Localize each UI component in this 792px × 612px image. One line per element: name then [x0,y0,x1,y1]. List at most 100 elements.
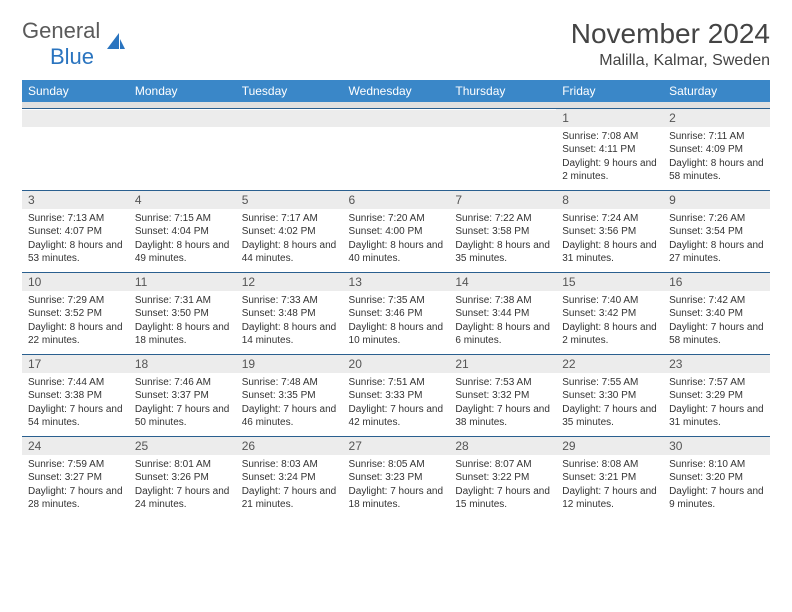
day-details: Sunrise: 7:22 AMSunset: 3:58 PMDaylight:… [449,209,556,272]
daylight-line: Daylight: 8 hours and 2 minutes. [562,321,657,348]
sunset-line: Sunset: 3:40 PM [669,307,764,321]
sunrise-line: Sunrise: 8:07 AM [455,458,550,472]
day-cell-28: 28Sunrise: 8:07 AMSunset: 3:22 PMDayligh… [449,436,556,518]
weekday-wednesday: Wednesday [343,80,450,102]
daylight-line: Daylight: 8 hours and 35 minutes. [455,239,550,266]
sunset-line: Sunset: 3:32 PM [455,389,550,403]
logo-sail-icon [105,31,127,58]
sunset-line: Sunset: 3:52 PM [28,307,123,321]
day-number: 29 [556,437,663,455]
empty-cell [129,108,236,190]
sunrise-line: Sunrise: 7:57 AM [669,376,764,390]
day-number: 22 [556,355,663,373]
sunset-line: Sunset: 4:09 PM [669,143,764,157]
daylight-line: Daylight: 8 hours and 53 minutes. [28,239,123,266]
day-cell-26: 26Sunrise: 8:03 AMSunset: 3:24 PMDayligh… [236,436,343,518]
weekday-header-row: SundayMondayTuesdayWednesdayThursdayFrid… [22,80,770,102]
day-cell-20: 20Sunrise: 7:51 AMSunset: 3:33 PMDayligh… [343,354,450,436]
daylight-line: Daylight: 7 hours and 46 minutes. [242,403,337,430]
day-cell-2: 2Sunrise: 7:11 AMSunset: 4:09 PMDaylight… [663,108,770,190]
daylight-line: Daylight: 7 hours and 31 minutes. [669,403,764,430]
day-number: 27 [343,437,450,455]
sunset-line: Sunset: 3:20 PM [669,471,764,485]
day-cell-23: 23Sunrise: 7:57 AMSunset: 3:29 PMDayligh… [663,354,770,436]
day-cell-5: 5Sunrise: 7:17 AMSunset: 4:02 PMDaylight… [236,190,343,272]
sunset-line: Sunset: 3:54 PM [669,225,764,239]
day-details: Sunrise: 8:07 AMSunset: 3:22 PMDaylight:… [449,455,556,518]
weekday-tuesday: Tuesday [236,80,343,102]
daylight-line: Daylight: 7 hours and 50 minutes. [135,403,230,430]
day-details: Sunrise: 7:15 AMSunset: 4:04 PMDaylight:… [129,209,236,272]
day-details: Sunrise: 8:01 AMSunset: 3:26 PMDaylight:… [129,455,236,518]
day-cell-14: 14Sunrise: 7:38 AMSunset: 3:44 PMDayligh… [449,272,556,354]
sunrise-line: Sunrise: 7:20 AM [349,212,444,226]
day-number: 19 [236,355,343,373]
day-details: Sunrise: 7:20 AMSunset: 4:00 PMDaylight:… [343,209,450,272]
sunrise-line: Sunrise: 7:26 AM [669,212,764,226]
sunrise-line: Sunrise: 7:15 AM [135,212,230,226]
daylight-line: Daylight: 8 hours and 44 minutes. [242,239,337,266]
day-number: 7 [449,191,556,209]
sunrise-line: Sunrise: 7:53 AM [455,376,550,390]
day-cell-15: 15Sunrise: 7:40 AMSunset: 3:42 PMDayligh… [556,272,663,354]
weekday-monday: Monday [129,80,236,102]
sunrise-line: Sunrise: 7:42 AM [669,294,764,308]
sunset-line: Sunset: 3:58 PM [455,225,550,239]
day-number: 9 [663,191,770,209]
sunrise-line: Sunrise: 8:08 AM [562,458,657,472]
day-details: Sunrise: 7:08 AMSunset: 4:11 PMDaylight:… [556,127,663,190]
day-number: 28 [449,437,556,455]
daylight-line: Daylight: 7 hours and 35 minutes. [562,403,657,430]
empty-cell [236,108,343,190]
day-details: Sunrise: 7:40 AMSunset: 3:42 PMDaylight:… [556,291,663,354]
sunrise-line: Sunrise: 7:35 AM [349,294,444,308]
sunrise-line: Sunrise: 7:38 AM [455,294,550,308]
day-cell-17: 17Sunrise: 7:44 AMSunset: 3:38 PMDayligh… [22,354,129,436]
day-details: Sunrise: 7:29 AMSunset: 3:52 PMDaylight:… [22,291,129,354]
day-number: 21 [449,355,556,373]
sunrise-line: Sunrise: 7:22 AM [455,212,550,226]
day-cell-25: 25Sunrise: 8:01 AMSunset: 3:26 PMDayligh… [129,436,236,518]
month-title: November 2024 [571,18,770,50]
sunset-line: Sunset: 4:02 PM [242,225,337,239]
sunrise-line: Sunrise: 7:31 AM [135,294,230,308]
day-cell-22: 22Sunrise: 7:55 AMSunset: 3:30 PMDayligh… [556,354,663,436]
empty-cell [449,108,556,190]
sunrise-line: Sunrise: 7:59 AM [28,458,123,472]
day-cell-9: 9 Sunrise: 7:26 AMSunset: 3:54 PMDaylight… [663,190,770,272]
day-number: 8 [556,191,663,209]
day-details: Sunrise: 7:46 AMSunset: 3:37 PMDaylight:… [129,373,236,436]
daylight-line: Daylight: 8 hours and 27 minutes. [669,239,764,266]
sunset-line: Sunset: 3:27 PM [28,471,123,485]
day-number: 6 [343,191,450,209]
day-details: Sunrise: 8:08 AMSunset: 3:21 PMDaylight:… [556,455,663,518]
logo-text-blue: Blue [50,44,94,69]
empty-cell [22,108,129,190]
daylight-line: Daylight: 8 hours and 22 minutes. [28,321,123,348]
sunrise-line: Sunrise: 7:51 AM [349,376,444,390]
sunset-line: Sunset: 3:46 PM [349,307,444,321]
weekday-saturday: Saturday [663,80,770,102]
daylight-line: Daylight: 7 hours and 12 minutes. [562,485,657,512]
day-number: 4 [129,191,236,209]
day-cell-30: 30Sunrise: 8:10 AMSunset: 3:20 PMDayligh… [663,436,770,518]
day-number: 24 [22,437,129,455]
day-number: 15 [556,273,663,291]
sunrise-line: Sunrise: 8:05 AM [349,458,444,472]
sunset-line: Sunset: 3:24 PM [242,471,337,485]
day-details: Sunrise: 7:44 AMSunset: 3:38 PMDaylight:… [22,373,129,436]
sunset-line: Sunset: 3:38 PM [28,389,123,403]
day-cell-19: 19Sunrise: 7:48 AMSunset: 3:35 PMDayligh… [236,354,343,436]
day-number: 11 [129,273,236,291]
location-text: Malilla, Kalmar, Sweden [571,52,770,70]
daylight-line: Daylight: 8 hours and 49 minutes. [135,239,230,266]
daylight-line: Daylight: 8 hours and 6 minutes. [455,321,550,348]
day-cell-29: 29Sunrise: 8:08 AMSunset: 3:21 PMDayligh… [556,436,663,518]
calendar-row: 17Sunrise: 7:44 AMSunset: 3:38 PMDayligh… [22,354,770,436]
day-number: 18 [129,355,236,373]
day-details: Sunrise: 8:03 AMSunset: 3:24 PMDaylight:… [236,455,343,518]
sunrise-line: Sunrise: 7:08 AM [562,130,657,144]
weekday-friday: Friday [556,80,663,102]
daylight-line: Daylight: 8 hours and 18 minutes. [135,321,230,348]
day-number: 13 [343,273,450,291]
